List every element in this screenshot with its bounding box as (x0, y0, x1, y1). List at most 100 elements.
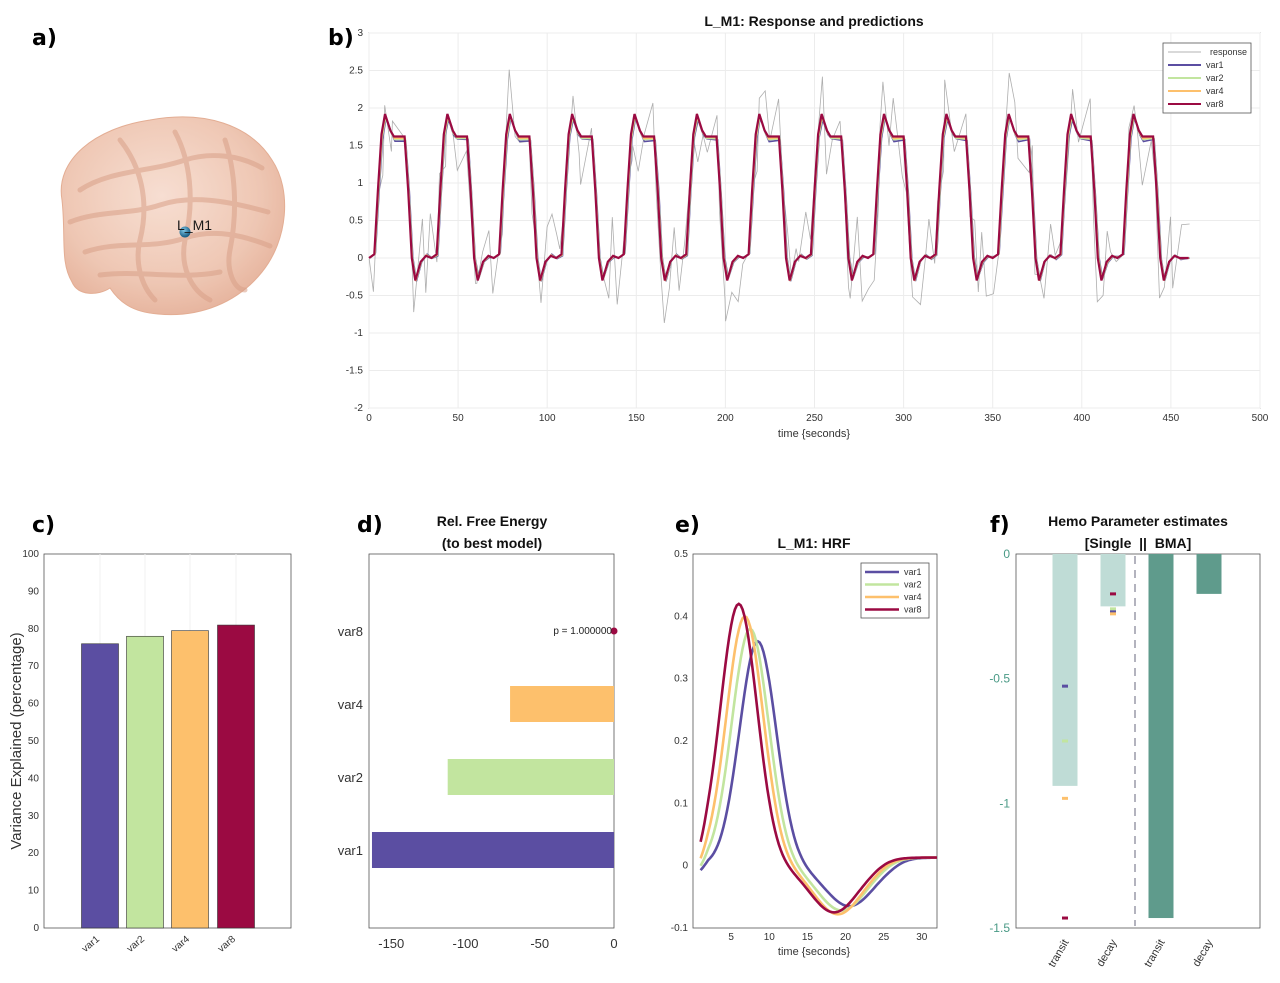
response-plot-ytick: 0.5 (349, 216, 363, 227)
legend-label-var8: var8 (904, 605, 922, 615)
hemo-plot: Hemo Parameter estimates [Single || BMA]… (989, 513, 1261, 970)
hemo-plot-xtick: decay (1191, 937, 1216, 969)
variance-plot-ytick: 0 (33, 923, 39, 934)
variance-plot-ytick: 30 (28, 811, 40, 822)
hrf-plot-ytick: 0 (682, 861, 688, 872)
hrf-plot-xlabel: time {seconds} (778, 946, 850, 958)
hemo-plot-ytick: -1.5 (989, 921, 1010, 935)
legend-label-var8: var8 (1206, 99, 1224, 109)
free-energy-plot: Rel. Free Energy (to best model) -150 -10… (338, 513, 618, 951)
hrf-plot-xtick: 25 (878, 932, 890, 943)
response-plot-legend: response var1 var2 var4 var8 (1162, 42, 1252, 114)
hrf-plot: L_M1: HRF 5 10 15 20 25 30 -0.1 0 0.1 0.2 0.3 0.4 0.… (671, 535, 938, 958)
hemo-point-var1 (1062, 684, 1068, 688)
hrf-plot-ytick: 0.5 (674, 549, 688, 560)
hemo-plot-xtick: decay (1095, 937, 1120, 969)
legend-label-var2: var2 (1206, 73, 1224, 83)
panel-letter-f: f) (990, 513, 1010, 538)
region-label: L_M1 (177, 217, 212, 233)
hemo-plot-xtick: transit (1046, 938, 1071, 970)
panel-letter-d: d) (357, 513, 383, 538)
hemo-bar-single-transit (1052, 554, 1078, 786)
hemo-point-var8 (1110, 592, 1116, 596)
response-plot-xtick: 400 (1073, 413, 1090, 424)
response-plot-ytick: 1 (357, 178, 363, 189)
response-plot-xtick: 150 (628, 413, 645, 424)
hemo-plot-ytick: -1 (999, 796, 1010, 810)
hrf-line-var1 (699, 639, 937, 908)
variance-plot-ytick: 70 (28, 661, 40, 672)
free-energy-subtitle: (to best model) (442, 535, 542, 551)
hrf-plot-xtick: 20 (840, 932, 852, 943)
response-plot-xlabel: time {seconds} (778, 428, 850, 440)
hemo-point-var1 (1110, 609, 1116, 613)
hrf-plot-title: L_M1: HRF (777, 535, 851, 551)
hrf-plot-xtick: 5 (728, 932, 734, 943)
response-plot-xtick: 500 (1252, 413, 1269, 424)
response-plot-ytick: 2.5 (349, 66, 363, 77)
variance-plot-xtick: var8 (216, 934, 238, 955)
variance-plot-ytick: 80 (28, 624, 40, 635)
response-plot-ytick: 0 (357, 253, 363, 264)
series-line-var8 (368, 113, 1189, 281)
hrf-line-var8 (699, 602, 937, 914)
hemo-point-var8 (1062, 916, 1068, 920)
panel-letter-e: e) (675, 513, 700, 538)
response-plot-ytick: -2 (354, 403, 363, 414)
hemo-bar-bma-decay (1196, 554, 1222, 594)
hrf-plot-ytick: -0.1 (671, 923, 689, 934)
response-plot-ytick: -1.5 (346, 366, 364, 377)
hrf-plot-xtick: 30 (916, 932, 928, 943)
hrf-plot-ytick: 0.1 (674, 798, 688, 809)
hemo-point-var2 (1110, 607, 1116, 611)
response-plot-xtick: 50 (453, 413, 465, 424)
free-energy-bar-var2 (447, 759, 614, 795)
response-plot-xtick: 200 (717, 413, 734, 424)
free-energy-frame (368, 553, 615, 929)
hrf-plot-ytick: 0.3 (674, 674, 688, 685)
legend-label-var4: var4 (904, 592, 922, 602)
hemo-plot-ytick: 0 (1003, 547, 1010, 561)
variance-bar-var2 (126, 635, 164, 929)
response-plot: L_M1: Response and predictions 0 50 100 150… (346, 13, 1269, 440)
free-energy-xtick: 0 (610, 936, 617, 951)
hrf-plot-xtick: 15 (802, 932, 814, 943)
hemo-point-var4 (1062, 796, 1068, 800)
brain-render: L_M1 (60, 116, 286, 316)
legend-label-var4: var4 (1206, 86, 1224, 96)
variance-bar-var4 (171, 630, 209, 929)
variance-bar-var8 (217, 624, 255, 929)
hrf-plot-xtick: 10 (764, 932, 776, 943)
free-energy-ytick: var8 (338, 624, 363, 639)
panel-letter-c: c) (32, 513, 55, 538)
hrf-plot-legend: var1 var2 var4 var8 (860, 562, 930, 619)
response-plot-ytick: -1 (354, 328, 363, 339)
region-marker (179, 226, 191, 238)
variance-plot-ytick: 100 (22, 549, 39, 560)
variance-plot-ytick: 10 (28, 886, 40, 897)
hemo-plot-ytick: -0.5 (989, 672, 1010, 686)
hemo-plot-subtitle: [Single || BMA] (1085, 535, 1192, 551)
variance-plot-ytick: 50 (28, 736, 40, 747)
variance-plot-ytick: 90 (28, 586, 40, 597)
variance-bar-var1 (81, 643, 119, 929)
hemo-plot-title: Hemo Parameter estimates (1048, 513, 1228, 529)
hrf-plot-ytick: 0.2 (674, 736, 688, 747)
hemo-bar-bma-transit (1148, 554, 1174, 919)
variance-plot-ytick: 60 (28, 699, 40, 710)
response-plot-xtick: 250 (806, 413, 823, 424)
panel-letter-b: b) (328, 26, 354, 51)
response-plot-ytick: 3 (357, 28, 363, 39)
free-energy-title: Rel. Free Energy (437, 513, 548, 529)
variance-plot-xtick: var4 (170, 934, 192, 955)
free-energy-ytick: var1 (338, 843, 363, 858)
legend-label-response: response (1210, 47, 1247, 57)
hemo-bar-single-decay (1100, 554, 1126, 607)
hemo-point-var2 (1062, 739, 1068, 743)
variance-plot: 0 10 20 30 40 50 60 70 80 90 100 var1 var2 var4 var8 V… (8, 549, 292, 955)
variance-plot-ytick: 20 (28, 848, 40, 859)
response-plot-xtick: 300 (895, 413, 912, 424)
response-plot-xtick: 100 (539, 413, 556, 424)
free-energy-ytick: var2 (338, 770, 363, 785)
